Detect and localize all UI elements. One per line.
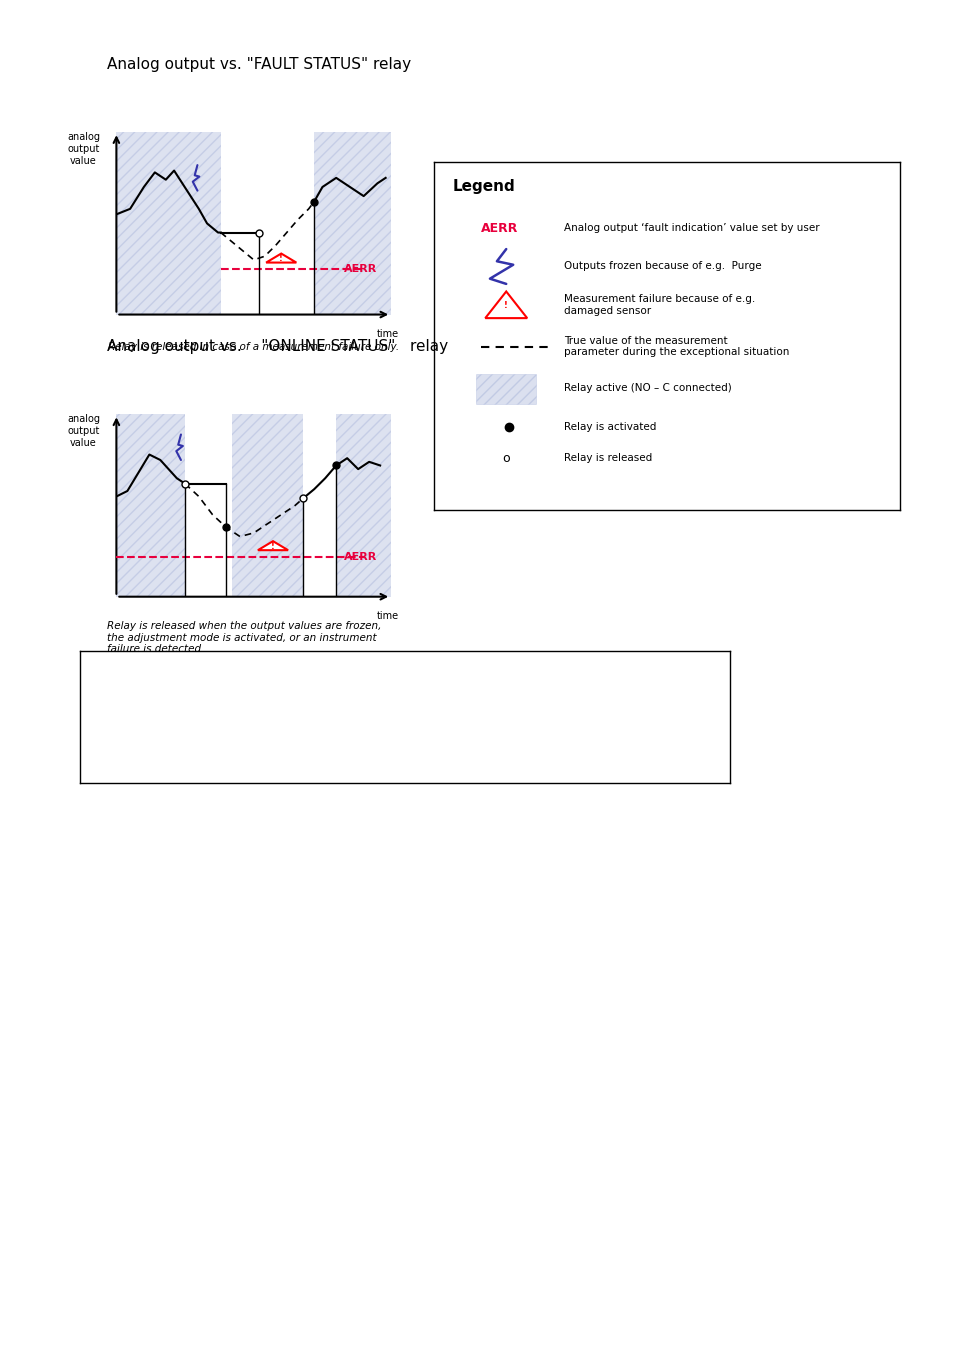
Text: time: time [376,329,399,339]
Text: Analog output vs. "FAULT STATUS" relay: Analog output vs. "FAULT STATUS" relay [107,57,411,72]
Text: Relay active (NO – C connected): Relay active (NO – C connected) [564,383,731,393]
Text: Relay is released in case of a measurement failure only.: Relay is released in case of a measureme… [108,342,399,351]
Text: Relay is activated: Relay is activated [564,421,656,432]
Text: Measurement failure because of e.g.
damaged sensor: Measurement failure because of e.g. dama… [564,294,755,316]
Text: AERR: AERR [344,265,377,274]
Bar [116,414,185,597]
Polygon shape [257,541,288,551]
Text: !: ! [504,301,508,310]
Text: !: ! [271,541,274,551]
Polygon shape [485,292,527,319]
Text: Relay is released when the output values are frozen,
the adjustment mode is acti: Relay is released when the output values… [107,621,381,655]
Text: analog
output
value: analog output value [67,132,100,166]
Bar [314,132,391,315]
Bar [232,414,303,597]
Text: True value of the measurement
parameter during the exceptional situation: True value of the measurement parameter … [564,336,789,358]
Text: Analog output ‘fault indication’ value set by user: Analog output ‘fault indication’ value s… [564,223,820,234]
Bar [476,374,536,404]
Text: Analog output vs.    "ONLINE STATUS"   relay: Analog output vs. "ONLINE STATUS" relay [107,339,448,354]
Bar [116,132,220,315]
Text: o: o [502,451,510,464]
Text: Relay is released: Relay is released [564,454,652,463]
Polygon shape [266,254,296,262]
Text: Legend: Legend [453,180,515,194]
Text: analog
output
value: analog output value [67,414,100,448]
Text: time: time [376,612,399,621]
Text: AERR: AERR [344,552,377,562]
Bar [335,414,391,597]
Text: AERR: AERR [480,221,517,235]
Text: !: ! [279,254,283,263]
Text: Outputs frozen because of e.g.  Purge: Outputs frozen because of e.g. Purge [564,262,761,271]
